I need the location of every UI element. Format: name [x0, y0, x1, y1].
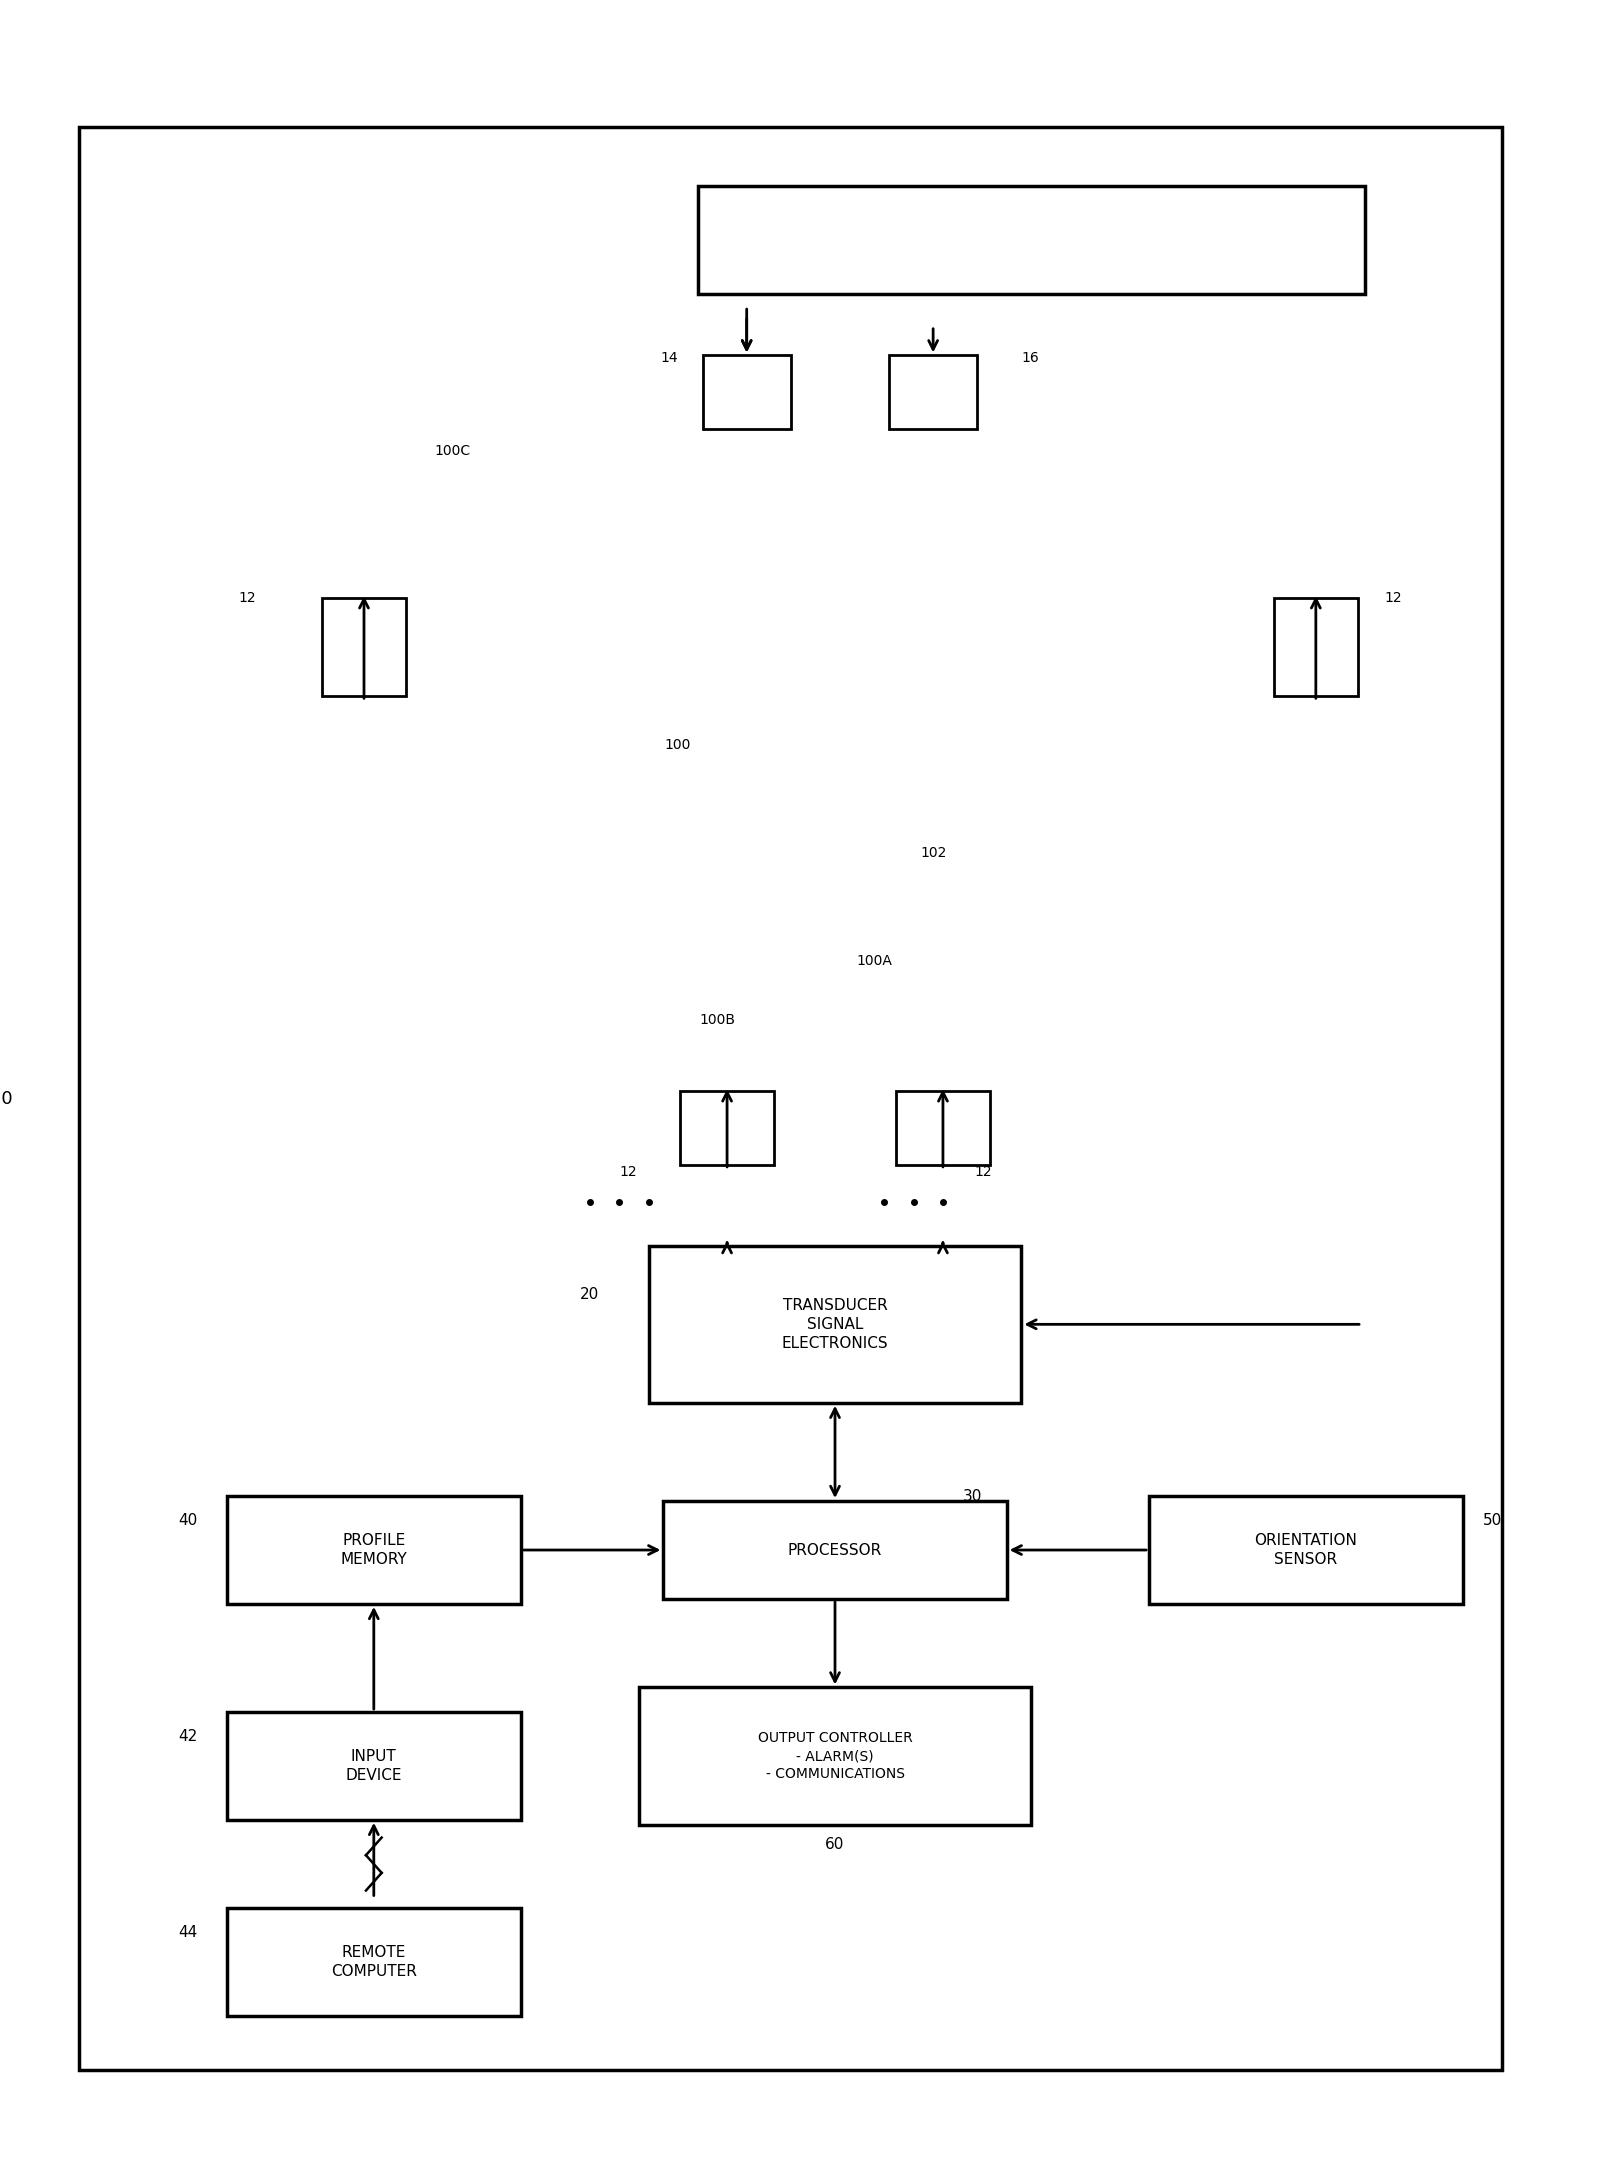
Bar [639, 1688, 1032, 1824]
Text: 12: 12 [975, 1166, 993, 1179]
Text: 30: 30 [962, 1488, 981, 1503]
Bar [1148, 1496, 1463, 1604]
Text: 44: 44 [178, 1926, 198, 1941]
Bar [663, 1501, 1007, 1600]
Text: 14: 14 [660, 350, 678, 365]
Text: 100: 100 [665, 738, 691, 751]
Text: PROFILE
MEMORY: PROFILE MEMORY [341, 1533, 407, 1567]
Bar [227, 1712, 521, 1820]
Bar [897, 1090, 989, 1166]
Bar [227, 1909, 521, 2017]
Text: 12: 12 [620, 1166, 637, 1179]
Text: 42: 42 [178, 1729, 198, 1744]
Bar [1275, 598, 1358, 697]
Bar [702, 356, 792, 430]
Text: 40: 40 [178, 1513, 198, 1529]
Bar [889, 356, 978, 430]
Text: 100B: 100B [699, 1013, 735, 1028]
Text: 100A: 100A [856, 954, 892, 967]
Text: ORIENTATION
SENSOR: ORIENTATION SENSOR [1254, 1533, 1358, 1567]
Text: INPUT
DEVICE: INPUT DEVICE [345, 1749, 402, 1783]
Text: TRANSDUCER
SIGNAL
ELECTRONICS: TRANSDUCER SIGNAL ELECTRONICS [782, 1298, 889, 1352]
Bar [649, 1246, 1022, 1403]
Bar [79, 127, 1502, 2070]
Bar [227, 1496, 521, 1604]
Text: 100C: 100C [435, 445, 470, 458]
Text: REMOTE
COMPUTER: REMOTE COMPUTER [331, 1945, 417, 1980]
Bar [681, 1090, 774, 1166]
Text: 12: 12 [1385, 592, 1401, 605]
Bar [697, 186, 1364, 294]
Text: 12: 12 [238, 592, 256, 605]
Text: 10: 10 [0, 1090, 13, 1108]
Text: 60: 60 [826, 1837, 845, 1852]
Bar [323, 598, 406, 697]
Text: 20: 20 [581, 1287, 600, 1302]
Text: PROCESSOR: PROCESSOR [788, 1542, 882, 1557]
Text: 102: 102 [920, 846, 946, 859]
Text: OUTPUT CONTROLLER
- ALARM(S)
- COMMUNICATIONS: OUTPUT CONTROLLER - ALARM(S) - COMMUNICA… [757, 1732, 913, 1781]
Text: 50: 50 [1483, 1513, 1502, 1529]
Text: 16: 16 [1022, 350, 1040, 365]
